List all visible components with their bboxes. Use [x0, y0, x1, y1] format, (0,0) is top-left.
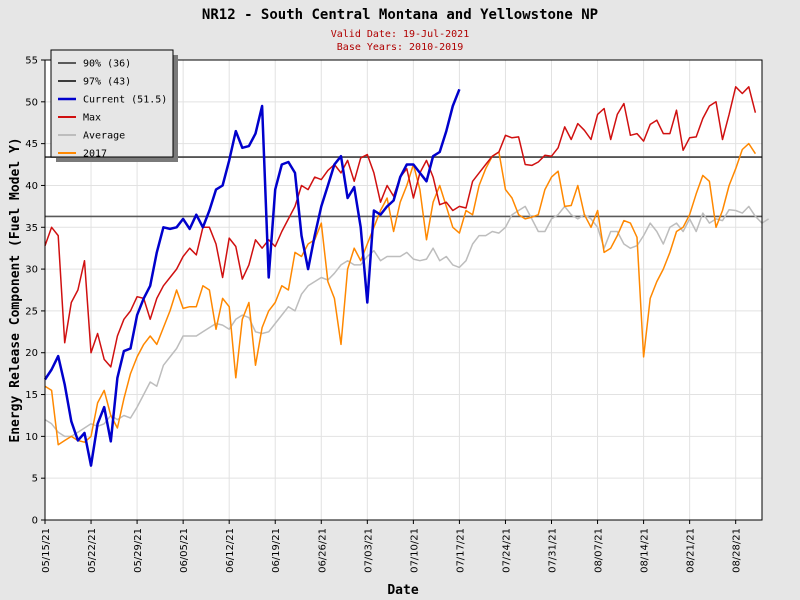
legend-label: Current (51.5) — [83, 95, 167, 106]
x-tick-label: 06/12/21 — [225, 528, 236, 573]
legend-label: 90% (36) — [83, 59, 131, 70]
valid-date-subtitle: Valid Date: 19-Jul-2021 — [331, 29, 469, 40]
x-tick-label: 06/05/21 — [179, 528, 190, 573]
x-tick-label: 05/29/21 — [133, 528, 144, 573]
legend: 90% (36) 97% (43) Current (51.5) Max Average… — [50, 49, 178, 162]
y-axis-ticks: 0 5 10 15 20 25 30 35 40 45 50 55 — [25, 56, 45, 527]
x-tick-label: 05/15/21 — [41, 528, 52, 573]
legend-box — [50, 49, 174, 158]
y-tick-label: 50 — [25, 97, 38, 108]
x-tick-label: 07/24/21 — [501, 528, 512, 573]
x-tick-label: 06/26/21 — [317, 528, 328, 573]
plot-frame — [44, 59, 763, 521]
chart-title: NR12 - South Central Montana and Yellows… — [202, 7, 598, 23]
y-tick-label: 35 — [25, 223, 38, 234]
x-tick-label: 07/31/21 — [548, 528, 559, 573]
legend-label: Max — [83, 113, 101, 124]
x-tick-label: 05/22/21 — [87, 528, 98, 573]
x-tick-label: 08/28/21 — [732, 528, 743, 573]
y-axis-title: Energy Release Component (Fuel Model Y) — [8, 137, 23, 442]
y-tick-label: 45 — [25, 139, 38, 150]
y-tick-label: 0 — [32, 516, 38, 527]
y-tick-label: 55 — [25, 56, 38, 67]
legend-label: Average — [83, 131, 125, 142]
x-tick-label: 07/10/21 — [409, 528, 420, 573]
legend-items: 90% (36) 97% (43) Current (51.5) Max Average… — [58, 59, 167, 160]
x-axis-title: Date — [387, 583, 418, 598]
x-tick-label: 06/19/21 — [271, 528, 282, 573]
x-tick-label: 07/17/21 — [455, 528, 466, 573]
series-line — [44, 205, 770, 438]
base-years-subtitle: Base Years: 2010-2019 — [337, 42, 463, 53]
x-tick-label: 08/14/21 — [640, 528, 651, 573]
y-tick-label: 5 — [32, 474, 38, 485]
x-tick-label: 07/03/21 — [363, 528, 374, 573]
y-tick-label: 30 — [25, 265, 38, 276]
legend-label: 97% (43) — [83, 77, 131, 88]
x-axis-ticks: 05/15/21 05/22/21 05/29/21 06/05/21 06/12/21… — [41, 520, 743, 573]
series-line — [44, 142, 757, 446]
x-tick-label: 08/07/21 — [594, 528, 605, 573]
series-lines — [43, 86, 770, 467]
y-tick-label: 25 — [25, 306, 38, 317]
y-tick-label: 20 — [25, 348, 38, 359]
x-tick-label: 08/21/21 — [686, 528, 697, 573]
y-tick-label: 10 — [25, 432, 38, 443]
y-tick-label: 15 — [25, 390, 38, 401]
series-line — [43, 88, 461, 467]
y-tick-label: 40 — [25, 181, 38, 192]
legend-label: 2017 — [83, 149, 107, 160]
